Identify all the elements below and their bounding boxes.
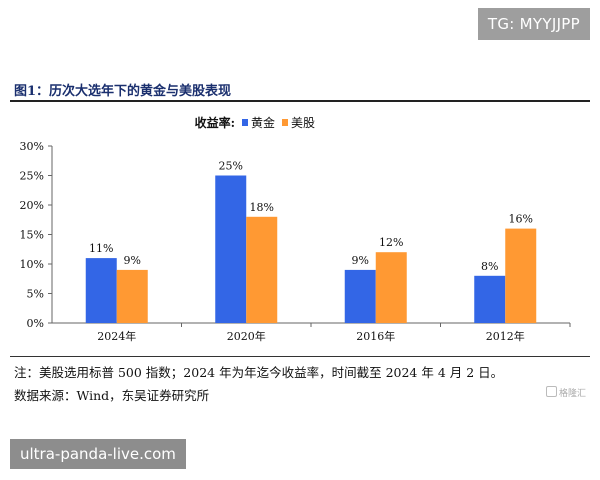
bar-label-0-1: 25% bbox=[219, 160, 243, 173]
y-tick-label-6: 30% bbox=[20, 140, 44, 153]
bar-label-1-2: 12% bbox=[379, 236, 403, 249]
figure-title: 图1：历次大选年下的黄金与美股表现 bbox=[14, 84, 232, 99]
y-tick-label-2: 10% bbox=[20, 258, 44, 271]
y-tick-label-3: 15% bbox=[20, 229, 44, 242]
legend-label-1: 美股 bbox=[291, 116, 315, 130]
logo: 格隆汇 bbox=[545, 386, 586, 399]
data-source: 数据来源：Wind，东吴证券研究所 bbox=[14, 388, 210, 403]
bar-1-3 bbox=[505, 228, 537, 323]
bar-label-1-3: 16% bbox=[509, 213, 533, 226]
y-tick-label-4: 20% bbox=[20, 199, 44, 212]
legend-swatch-1 bbox=[282, 119, 288, 126]
bar-label-1-1: 18% bbox=[250, 201, 274, 214]
legend-swatch-0 bbox=[242, 119, 248, 126]
x-tick-label-1: 2020年 bbox=[227, 329, 266, 343]
bottom-rule bbox=[10, 356, 590, 357]
x-tick-label-3: 2012年 bbox=[486, 329, 525, 343]
bar-label-1-0: 9% bbox=[124, 254, 141, 267]
y-tick-label-5: 25% bbox=[20, 170, 44, 183]
top-rule bbox=[10, 100, 590, 102]
tag-label: TG: MYYJJPP bbox=[477, 8, 590, 40]
bar-label-0-2: 9% bbox=[352, 254, 369, 267]
bar-0-3 bbox=[474, 275, 506, 323]
watermark: ultra-panda-live.com bbox=[10, 439, 186, 469]
bar-0-1 bbox=[215, 175, 247, 323]
bar-chart: 收益率: 黄金 美股 0% 5% 10% 15% 20% 25% 30% 11% 9% 2024年 25%… bbox=[20, 115, 571, 343]
bar-1-2 bbox=[375, 252, 407, 323]
x-tick-label-0: 2024年 bbox=[97, 329, 136, 343]
bar-label-0-3: 8% bbox=[481, 260, 498, 273]
bar-1-0 bbox=[116, 269, 148, 323]
logo-icon bbox=[545, 386, 557, 397]
y-tick-label-1: 5% bbox=[27, 288, 44, 301]
legend-label-0: 黄金 bbox=[251, 115, 275, 130]
logo-text: 格隆汇 bbox=[558, 389, 586, 399]
bar-label-0-0: 11% bbox=[89, 242, 113, 255]
legend-title: 收益率: bbox=[195, 115, 235, 130]
x-tick-label-2: 2016年 bbox=[356, 329, 395, 343]
bar-0-2 bbox=[344, 269, 376, 323]
y-tick-label-0: 0% bbox=[27, 317, 44, 330]
bar-1-1 bbox=[246, 216, 278, 323]
bar-0-0 bbox=[85, 258, 117, 323]
chart-note: 注：美股选用标普 500 指数；2024 年为年迄今收益率，时间截至 2024 … bbox=[14, 365, 504, 380]
